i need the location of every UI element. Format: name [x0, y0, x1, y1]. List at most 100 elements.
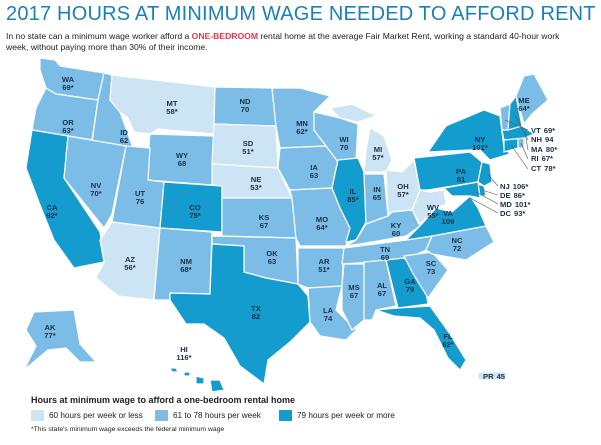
label-mn: MN 62*	[296, 119, 308, 136]
abbr-il: IL	[350, 187, 357, 196]
legend-swatch-dark	[279, 409, 292, 421]
side-labels: VT 69* NH 94 MA 80* RI 67* CT 78* NJ 106* DE 86…	[500, 126, 557, 218]
abbr-ms: MS	[348, 283, 359, 292]
value-in: 65	[373, 193, 382, 202]
label-ks: KS 67	[259, 213, 270, 230]
abbr-mn: MN	[296, 119, 308, 128]
value-sd: 51*	[242, 147, 253, 156]
state-tx[interactable]	[169, 243, 311, 386]
abbr-or: OR	[62, 118, 74, 127]
value-la: 74	[324, 314, 333, 323]
abbr-ky: KY	[391, 221, 402, 230]
abbr-ok: OK	[266, 249, 278, 258]
legend-label-mid: 61 to 78 hours per week	[173, 410, 261, 420]
state-sc[interactable]	[403, 251, 449, 300]
abbr-ia: IA	[310, 163, 318, 172]
side-label-ma: MA 80*	[531, 145, 557, 154]
value-ne: 53*	[250, 183, 261, 192]
state-md[interactable]	[442, 181, 481, 199]
label-ne: NE 53*	[250, 175, 261, 192]
value-me: 64*	[518, 104, 529, 113]
value-nd: 70	[241, 105, 249, 114]
label-nv: NV 70*	[90, 181, 102, 198]
abbr-ut: UT	[135, 189, 145, 198]
value-de: 86*	[514, 191, 525, 200]
value-md: 101*	[515, 200, 531, 209]
abbr-tx: TX	[251, 304, 261, 313]
abbr-ma: MA	[531, 145, 543, 154]
label-ok: OK 63	[266, 249, 278, 266]
value-nc: 72	[453, 244, 461, 253]
side-label-nj: NJ 106*	[500, 182, 528, 191]
label-az: AZ 56*	[124, 255, 135, 272]
abbr-la: LA	[323, 306, 334, 315]
value-vt: 69*	[544, 126, 555, 135]
label-nd: ND 70	[240, 97, 251, 114]
state-ak[interactable]	[23, 309, 98, 371]
state-labels: WA 69* OR 63* CA 92* ID 62 NV 70* MT 58* WY 68 …	[44, 75, 529, 381]
abbr-co: CO	[189, 203, 200, 212]
value-wa: 69*	[62, 83, 73, 92]
state-nv[interactable]	[63, 135, 127, 230]
value-nh: 94	[545, 135, 554, 144]
state-la[interactable]	[307, 285, 357, 341]
label-ky: KY 60	[391, 221, 402, 238]
leader-nj	[487, 174, 499, 187]
side-label-ri: RI 67*	[531, 154, 553, 163]
abbr-dc: DC	[500, 209, 511, 218]
value-il: 85*	[347, 195, 358, 204]
leader-vt	[504, 119, 529, 131]
label-co: CO 75*	[189, 203, 200, 220]
label-wi: WI 70	[339, 135, 348, 152]
label-tn: TN 69	[380, 245, 390, 262]
abbr-sd: SD	[243, 139, 254, 148]
abbr-ar: AR	[319, 257, 330, 266]
subtitle-text-1: In no state can a minimum wage worker af…	[6, 31, 192, 41]
state-fl[interactable]	[375, 305, 467, 371]
abbr-fl: FL	[443, 332, 453, 341]
abbr-tn: TN	[380, 245, 390, 254]
state-ia[interactable]	[277, 145, 339, 191]
leader-md	[475, 191, 499, 205]
label-ia: IA 63	[310, 163, 319, 180]
legend-title: Hours at minimum wage to afford a one-be…	[31, 395, 296, 405]
state-il[interactable]	[331, 157, 367, 243]
legend-item-mid: 61 to 78 hours per week	[155, 409, 261, 421]
value-ca: 92*	[46, 211, 57, 220]
abbr-va: VA	[443, 209, 454, 218]
value-co: 75*	[189, 211, 200, 220]
abbr-nj: NJ	[500, 182, 510, 191]
label-la: LA 74	[323, 306, 334, 323]
label-mi: MI 57*	[372, 145, 383, 162]
value-oh: 57*	[397, 190, 408, 199]
value-va: 109	[442, 217, 455, 226]
abbr-sc: SC	[426, 259, 437, 268]
page-title: 2017 HOURS AT MINIMUM WAGE NEEDED TO AFF…	[6, 3, 596, 25]
label-al: AL 67	[377, 281, 387, 298]
abbr-wv: WV	[427, 203, 440, 212]
state-mt[interactable]	[109, 74, 216, 135]
side-label-dc: DC 93*	[500, 209, 525, 218]
state-va[interactable]	[404, 195, 487, 241]
leader-ma	[524, 131, 529, 151]
side-label-md: MD 101*	[500, 200, 530, 209]
label-ms: MS 67	[348, 283, 359, 300]
abbr-nv: NV	[91, 181, 102, 190]
state-ky[interactable]	[345, 209, 421, 247]
state-me[interactable]	[515, 73, 549, 126]
state-hi[interactable]	[169, 367, 225, 393]
label-nm: NM 68*	[180, 257, 192, 274]
label-in: IN 65	[373, 185, 382, 202]
value-mo: 64*	[316, 223, 327, 232]
state-nj[interactable]	[477, 161, 493, 187]
subtitle: In no state can a minimum wage worker af…	[6, 31, 576, 52]
value-pa: 81	[457, 175, 466, 184]
label-ak: AK 77*	[44, 323, 56, 340]
state-pr[interactable]	[477, 371, 507, 381]
value-fl: 82*	[442, 340, 453, 349]
value-ok: 63	[268, 257, 276, 266]
abbr-ak: AK	[45, 323, 56, 332]
value-ut: 76	[136, 197, 144, 206]
value-nm: 68*	[180, 265, 191, 274]
value-dc: 93*	[514, 209, 525, 218]
